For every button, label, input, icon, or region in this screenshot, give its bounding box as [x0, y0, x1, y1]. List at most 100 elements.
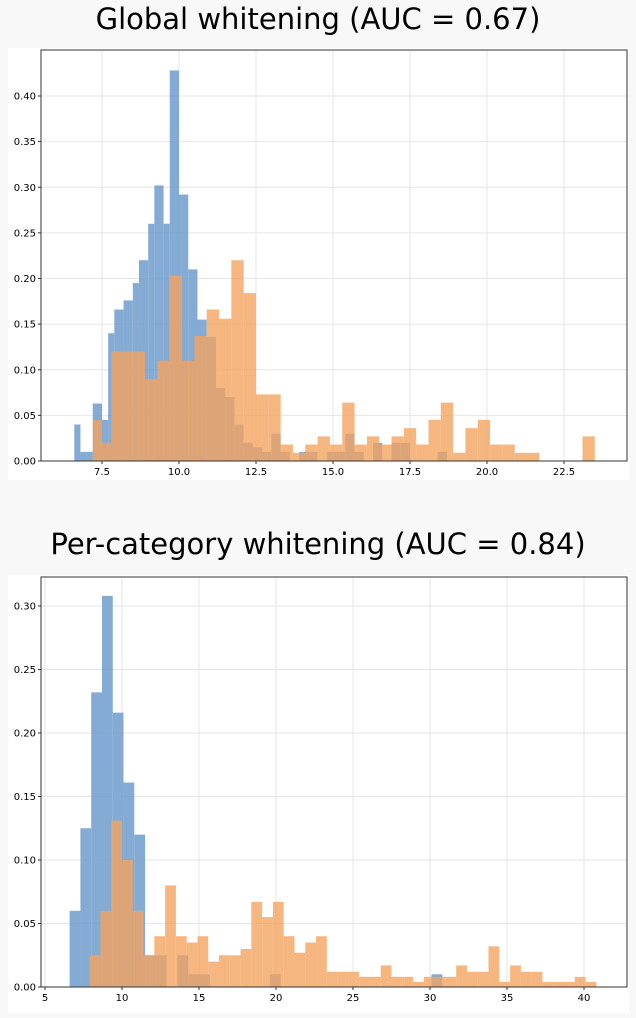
histogram-bar	[326, 971, 338, 987]
histogram-bar	[574, 976, 586, 987]
histogram-bar	[206, 309, 220, 461]
histogram-bar	[453, 452, 466, 461]
histogram-bar	[359, 976, 370, 987]
x-tick-label: 15.0	[322, 467, 344, 478]
histogram-bar	[132, 910, 144, 987]
histogram-bar	[231, 260, 244, 461]
histogram-bar	[456, 965, 467, 987]
histogram-bar	[186, 942, 198, 987]
histogram-bar	[465, 428, 478, 461]
histogram-bar	[520, 971, 532, 987]
histogram-bar	[477, 419, 491, 461]
histogram-bar	[391, 976, 403, 987]
histogram-bar	[499, 981, 511, 987]
histogram-bar	[163, 223, 170, 461]
histogram-bar	[240, 948, 252, 987]
x-tick-label: 20	[270, 993, 283, 1004]
y-tick-label: 0.25	[14, 228, 36, 239]
y-tick-label: 0.35	[14, 137, 36, 148]
histogram-bar	[403, 428, 417, 461]
histogram-bar	[283, 936, 295, 987]
histogram-bar	[92, 419, 102, 461]
histogram-bar	[502, 444, 515, 461]
histogram-bar	[262, 917, 273, 987]
histogram-bar	[219, 955, 230, 987]
histogram-bar	[165, 885, 176, 987]
histogram-bar	[434, 976, 446, 987]
histogram-bar	[379, 444, 392, 461]
histogram-bar	[86, 451, 93, 461]
y-tick-label: 0.15	[14, 792, 36, 803]
histogram-bar	[369, 976, 381, 987]
histogram-bar	[132, 351, 146, 461]
histogram-bar	[466, 971, 478, 987]
histogram-bar	[123, 351, 133, 461]
histogram-bar	[256, 394, 269, 461]
histogram-bar	[80, 828, 92, 987]
y-tick-label: 0.25	[14, 665, 36, 676]
histogram-bar	[280, 444, 293, 461]
histogram-bar	[74, 424, 81, 461]
histogram-bar	[182, 360, 195, 461]
histogram-bar	[102, 419, 109, 461]
histogram-bar	[445, 976, 457, 987]
histogram-bar	[423, 976, 435, 987]
histogram-bar	[391, 436, 404, 461]
histogram-bar	[477, 971, 489, 987]
y-tick-label: 0.10	[14, 856, 36, 867]
histogram-bar	[329, 444, 343, 461]
x-tick-label: 7.5	[94, 467, 110, 478]
x-tick-label: 35	[501, 993, 514, 1004]
histogram-bar	[337, 971, 349, 987]
histogram-bar	[169, 70, 179, 461]
x-tick-label: 20.0	[476, 467, 498, 478]
histogram-bar	[111, 820, 122, 987]
histogram-bar	[348, 971, 360, 987]
histogram-bar	[175, 936, 187, 987]
x-tick-label: 25	[347, 993, 360, 1004]
histogram-bar	[305, 942, 317, 987]
histogram-bar	[553, 981, 564, 987]
histogram-bar	[294, 952, 306, 987]
axes-frame	[40, 49, 628, 462]
histogram-bar	[366, 436, 380, 461]
histogram-bar	[91, 692, 102, 987]
histogram-bar	[69, 910, 81, 987]
histogram-bar	[169, 275, 183, 461]
y-tick-label: 0.00	[14, 457, 36, 468]
x-tick-label: 10	[116, 993, 129, 1004]
histogram-bar	[100, 910, 112, 987]
histogram-bar	[208, 961, 220, 987]
histogram-bar	[154, 185, 164, 462]
histogram-bar	[527, 452, 540, 461]
chart-2: 0.00 0.05 0.10 0.15 0.20 0.25 0.30 5 10 15 20 25 30 3…	[8, 575, 629, 1013]
histogram-bar	[229, 955, 241, 987]
histogram-bar	[194, 335, 207, 461]
histogram-bar	[428, 419, 441, 461]
histogram-bar	[243, 293, 256, 461]
histogram-bar	[122, 860, 133, 987]
histogram-bar	[268, 394, 281, 461]
chart-1: 0.00 0.05 0.10 0.15 0.20 0.25 0.30 0.35 0.40 7.5 1…	[8, 48, 629, 480]
histogram-bar	[582, 436, 595, 461]
histogram-bar	[354, 444, 367, 461]
y-tick-label: 0.20	[14, 729, 36, 740]
histogram-bar	[272, 901, 284, 987]
histogram-bar	[531, 971, 543, 987]
histogram-bar	[145, 378, 158, 461]
histogram-bar	[416, 444, 429, 461]
histogram-bar	[542, 981, 554, 987]
y-tick-label: 0.15	[14, 320, 36, 331]
y-tick-label: 0.00	[14, 983, 36, 994]
histogram-bar	[197, 936, 209, 987]
y-tick-label: 0.05	[14, 919, 36, 930]
x-tick-label: 40	[578, 993, 591, 1004]
histogram-bar	[402, 976, 414, 987]
x-tick-label: 15	[193, 993, 206, 1004]
chart-title-global: Global whitening (AUC = 0.67)	[95, 2, 541, 36]
histogram-bar	[440, 402, 454, 461]
y-tick-label: 0.30	[14, 602, 36, 613]
histogram-bar	[143, 955, 155, 987]
y-tick-label: 0.40	[14, 92, 36, 103]
